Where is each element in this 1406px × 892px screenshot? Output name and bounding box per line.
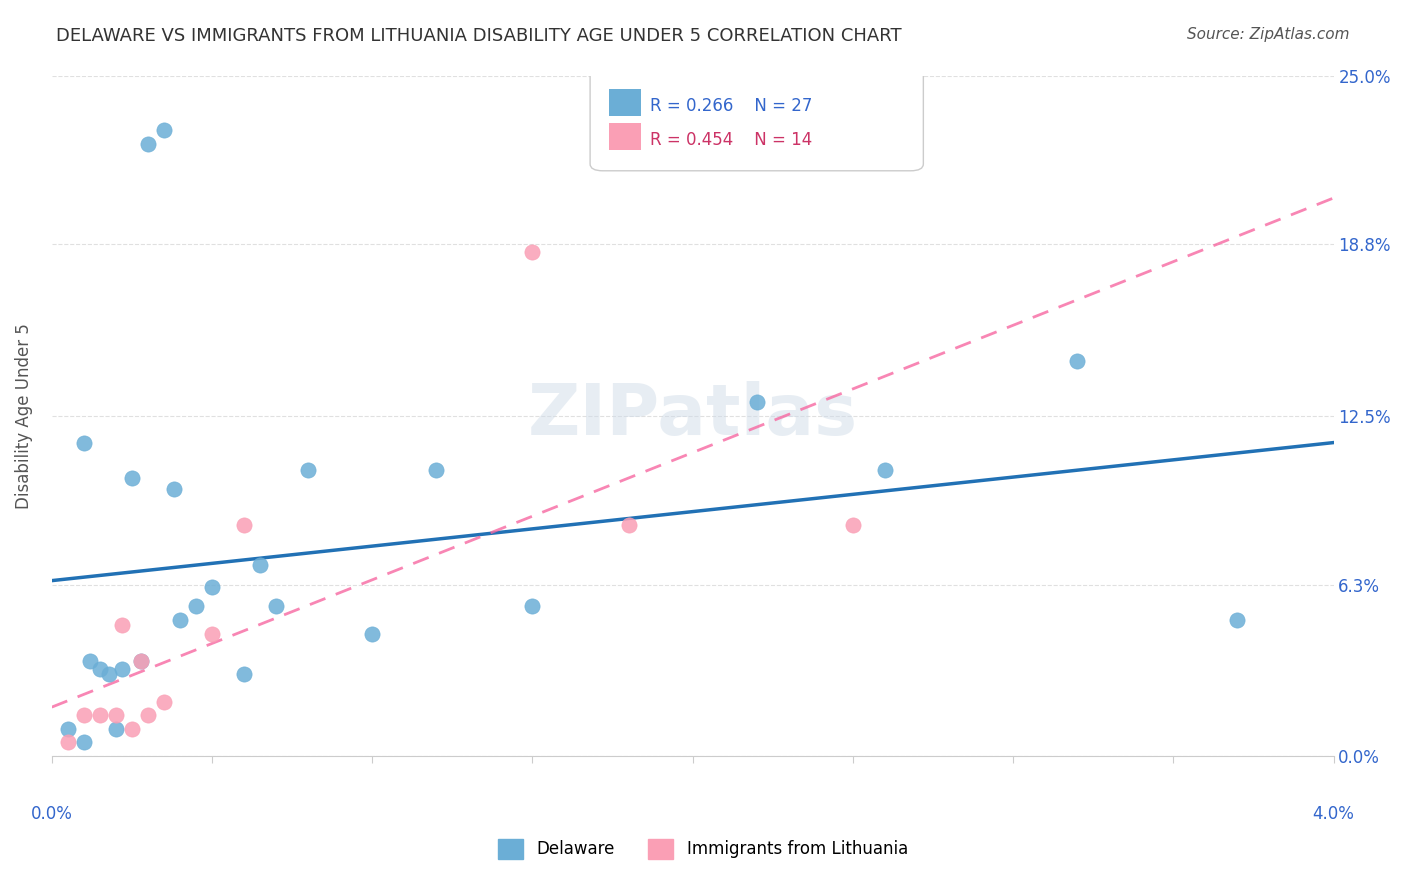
Text: R = 0.266    N = 27: R = 0.266 N = 27: [651, 97, 813, 115]
Point: [1226, 613, 1249, 627]
Point: [1066, 354, 1088, 368]
Point: [184, 599, 207, 614]
Point: [169, 613, 191, 627]
Text: Source: ZipAtlas.com: Source: ZipAtlas.com: [1187, 27, 1350, 42]
Text: 4.0%: 4.0%: [1313, 805, 1354, 823]
Point: [89, 662, 111, 676]
Point: [233, 517, 256, 532]
Point: [136, 708, 159, 723]
Point: [201, 626, 224, 640]
Point: [73, 735, 96, 749]
Point: [89, 708, 111, 723]
Y-axis label: Disability Age Under 5: Disability Age Under 5: [15, 323, 32, 508]
Text: 0.0%: 0.0%: [31, 805, 73, 823]
Point: [79, 654, 101, 668]
Point: [745, 395, 768, 409]
Point: [153, 123, 176, 137]
Point: [233, 667, 256, 681]
Point: [249, 558, 271, 573]
Point: [104, 722, 127, 736]
Point: [361, 626, 384, 640]
Text: DELAWARE VS IMMIGRANTS FROM LITHUANIA DISABILITY AGE UNDER 5 CORRELATION CHART: DELAWARE VS IMMIGRANTS FROM LITHUANIA DI…: [56, 27, 901, 45]
Point: [104, 708, 127, 723]
Point: [264, 599, 287, 614]
FancyBboxPatch shape: [609, 123, 641, 151]
Point: [111, 662, 134, 676]
Text: ZIPatlas: ZIPatlas: [527, 381, 858, 450]
Point: [121, 471, 143, 485]
Point: [56, 722, 79, 736]
Legend: Delaware, Immigrants from Lithuania: Delaware, Immigrants from Lithuania: [492, 832, 914, 866]
Point: [131, 654, 153, 668]
FancyBboxPatch shape: [591, 62, 924, 170]
Point: [522, 599, 544, 614]
Point: [56, 735, 79, 749]
Point: [73, 708, 96, 723]
Point: [131, 654, 153, 668]
Point: [297, 463, 319, 477]
FancyBboxPatch shape: [609, 89, 641, 116]
Point: [201, 580, 224, 594]
Point: [842, 517, 865, 532]
Point: [617, 517, 640, 532]
Point: [136, 136, 159, 151]
Text: R = 0.454    N = 14: R = 0.454 N = 14: [651, 131, 813, 149]
Point: [425, 463, 447, 477]
Point: [73, 436, 96, 450]
Point: [111, 618, 134, 632]
Point: [98, 667, 121, 681]
Point: [522, 245, 544, 260]
Point: [162, 483, 184, 497]
Point: [121, 722, 143, 736]
Point: [873, 463, 896, 477]
Point: [153, 695, 176, 709]
